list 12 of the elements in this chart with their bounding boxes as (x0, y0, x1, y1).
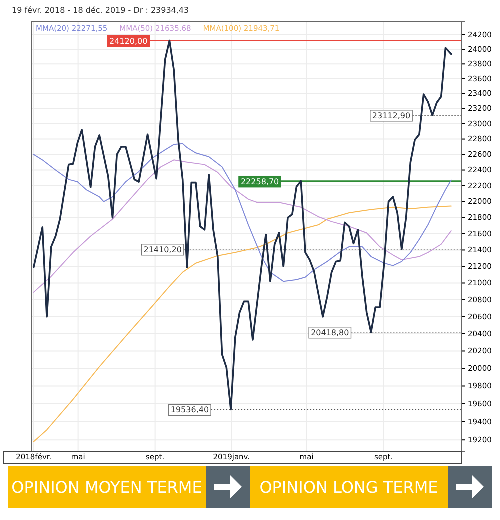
line-series (33, 206, 452, 442)
chart-title: 19 févr. 2018 - 18 déc. 2019 - Dr : 23934,43 (12, 6, 190, 15)
ref-line-label: 22258,70 (240, 177, 280, 186)
line-series (33, 143, 452, 282)
ref-line-label: 23112,90 (372, 111, 411, 120)
opinion-button: OPINION MOYEN TERME (8, 466, 206, 508)
ref-line-label: 19536,40 (170, 406, 210, 415)
ref-line-label: 21410,20 (144, 245, 182, 254)
ref-line-label: 20418,80 (311, 328, 350, 338)
opinion-button: OPINION LONG TERME (250, 466, 448, 508)
ref-line-label: 24120,00 (110, 36, 148, 46)
line-series (33, 160, 452, 293)
